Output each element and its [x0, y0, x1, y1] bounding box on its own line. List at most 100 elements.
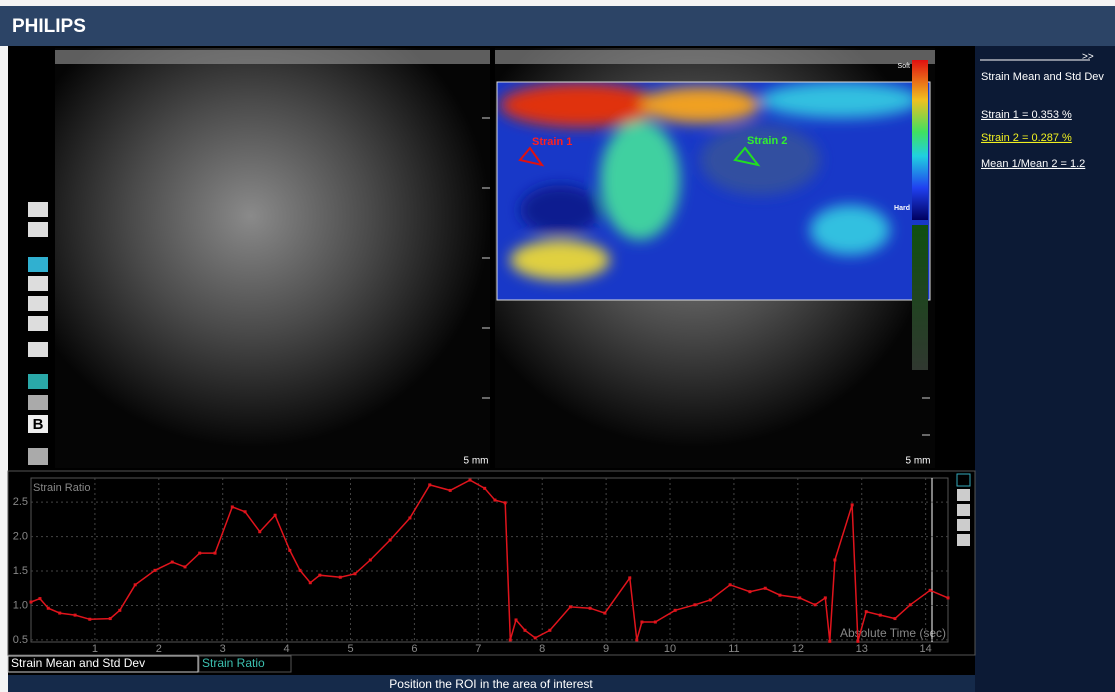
panel-title: Strain Mean and Std Dev: [981, 71, 1104, 83]
roi-1: [518, 146, 545, 167]
data-point: [368, 558, 372, 562]
data-point: [448, 488, 452, 492]
zoom-out-button[interactable]: [28, 296, 48, 311]
data-point: [353, 572, 357, 576]
data-point: [828, 639, 832, 643]
data-point: [823, 596, 827, 600]
data-point: [483, 486, 487, 490]
x-tick-label: 12: [792, 643, 804, 655]
tab[interactable]: [198, 655, 292, 673]
x-tick-label: 5: [347, 643, 353, 655]
data-point: [88, 617, 92, 621]
x-tick-label: 7: [475, 643, 481, 655]
status-bar: [8, 675, 975, 692]
data-point: [653, 620, 657, 624]
roi-label: Strain 1: [532, 136, 572, 148]
strain-1-value[interactable]: Strain 1 = 0.353 %: [981, 109, 1072, 121]
zoom-in-button[interactable]: [957, 489, 970, 501]
data-point: [533, 636, 537, 640]
data-point: [708, 598, 712, 602]
layout-button[interactable]: [28, 448, 48, 465]
brightness-button[interactable]: [28, 202, 48, 217]
data-point: [893, 617, 897, 621]
data-point: [243, 510, 247, 514]
roi-box: [496, 81, 931, 301]
skin-layer: [495, 50, 935, 64]
data-point: [388, 538, 392, 542]
gray-scale: [912, 225, 928, 370]
scale-label: Hard: [894, 205, 910, 212]
tab[interactable]: [7, 655, 199, 673]
toolbar: B: [28, 202, 48, 465]
x-tick-label: 2: [156, 643, 162, 655]
y-tick-label: 0.5: [13, 634, 28, 646]
data-point: [298, 568, 302, 572]
data-point: [170, 560, 174, 564]
y-axis-label: Strain Ratio: [33, 482, 90, 494]
pan-button[interactable]: [957, 534, 970, 546]
data-point: [133, 583, 137, 587]
y-tick-label: 1.0: [13, 599, 28, 611]
data-point: [548, 628, 552, 632]
data-point: [850, 503, 854, 507]
data-point: [813, 603, 817, 607]
tab-label: Strain Ratio: [202, 656, 265, 670]
pan-button[interactable]: [28, 342, 48, 357]
ratio-value[interactable]: Mean 1/Mean 2 = 1.2: [981, 158, 1085, 170]
depth-label: 5 mm: [464, 456, 489, 467]
zoom-reset-button[interactable]: [957, 519, 970, 531]
data-point: [503, 501, 507, 505]
data-point: [288, 548, 292, 552]
data-point: [258, 530, 262, 534]
data-point: [514, 618, 518, 622]
data-point: [523, 628, 527, 632]
zoom-reset-button[interactable]: [28, 316, 48, 331]
data-point: [183, 565, 187, 569]
data-point: [508, 638, 512, 642]
zoom-in-button[interactable]: [28, 276, 48, 291]
data-point: [568, 605, 572, 609]
b-mode-button[interactable]: [28, 415, 48, 433]
select-button[interactable]: [28, 257, 48, 272]
data-point: [673, 608, 677, 612]
panel-arrow-label[interactable]: >>: [1082, 52, 1094, 63]
data-point: [693, 603, 697, 607]
zoom-out-button[interactable]: [957, 504, 970, 516]
roi-label: Strain 2: [747, 135, 787, 147]
data-point: [748, 590, 752, 594]
data-point: [273, 513, 277, 517]
brand: PHILIPS: [12, 16, 86, 37]
data-point: [603, 611, 607, 615]
data-point: [318, 573, 322, 577]
y-tick-label: 2.5: [13, 496, 28, 508]
data-point: [628, 576, 632, 580]
data-point: [946, 596, 950, 600]
mode-button[interactable]: [28, 395, 48, 410]
x-tick-label: 4: [284, 643, 290, 655]
y-tick-label: 1.5: [13, 565, 28, 577]
plot-frame: [30, 477, 949, 643]
data-point: [408, 516, 412, 520]
mode-button[interactable]: [28, 374, 48, 389]
x-tick-label: 13: [856, 643, 868, 655]
strain-2-value[interactable]: Strain 2 = 0.287 %: [981, 132, 1072, 144]
depth-ticks: [482, 117, 930, 436]
data-point: [878, 613, 882, 617]
data-point: [763, 586, 767, 590]
add-button[interactable]: [956, 473, 971, 487]
data-point: [29, 600, 33, 604]
x-tick-label: 6: [411, 643, 417, 655]
ultrasound-left: [55, 48, 490, 468]
data-point: [908, 603, 912, 607]
side-panel: [975, 46, 1115, 692]
contrast-button[interactable]: [28, 222, 48, 237]
x-tick-label: 9: [603, 643, 609, 655]
data-point: [308, 581, 312, 585]
x-tick-label: 3: [220, 643, 226, 655]
data-point: [856, 639, 860, 643]
data-point: [153, 568, 157, 572]
roi-2: [733, 146, 761, 167]
data-point: [778, 593, 782, 597]
data-point: [728, 583, 732, 587]
